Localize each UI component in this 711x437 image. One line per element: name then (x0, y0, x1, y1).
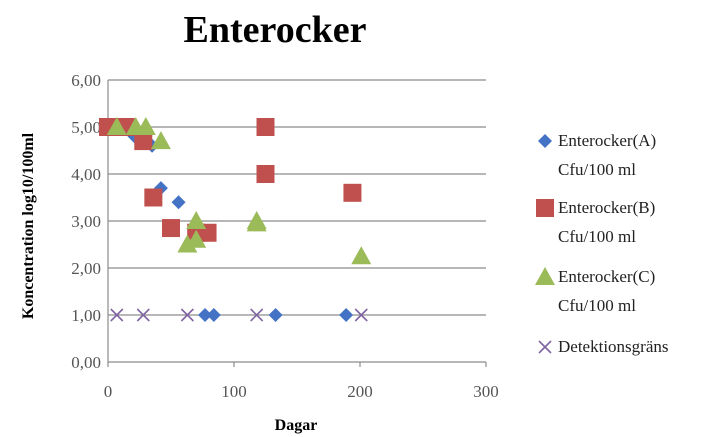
legend-label: Enterocker(B) (558, 198, 655, 217)
x-tick-label: 0 (104, 382, 113, 401)
y-tick-label: 5,00 (71, 118, 101, 137)
x-axis-label: Dagar (275, 417, 318, 434)
legend-entry: Enterocker(B) Cfu/100 ml (536, 198, 655, 246)
x-marker-stroke (250, 308, 264, 322)
y-tick-label: 4,00 (71, 165, 101, 184)
y-tick-label: 0,00 (71, 353, 101, 372)
data-point (134, 132, 153, 151)
x-tick-label: 100 (221, 382, 247, 401)
data-point (339, 308, 354, 322)
data-point (135, 117, 156, 135)
x-marker-stroke (538, 340, 552, 354)
data-point (106, 117, 127, 135)
data-point (250, 308, 264, 322)
data-points (99, 117, 372, 322)
chart-title: Enterocker (184, 9, 367, 51)
x-tick-label: 200 (347, 382, 373, 401)
y-axis-label: Koncentration log10/100ml (20, 132, 37, 319)
data-point (186, 211, 207, 229)
legend-marker (538, 134, 552, 148)
series-2 (99, 118, 362, 242)
data-point (351, 246, 372, 265)
x-marker-stroke (110, 308, 124, 322)
data-point (180, 308, 194, 322)
legend-marker (536, 199, 554, 217)
legend-label: Enterocker(C) (558, 267, 655, 286)
x-marker-stroke (180, 308, 194, 322)
x-tick-labels: 0 100 200 300 (104, 382, 499, 401)
data-point (256, 118, 275, 136)
gridlines (108, 79, 486, 316)
legend-label: Cfu/100 ml (558, 227, 636, 246)
data-point (110, 308, 124, 322)
data-point (354, 308, 368, 322)
x-marker-stroke (136, 308, 150, 322)
data-point (206, 308, 221, 322)
legend-label: Detektionsgräns (558, 337, 668, 356)
legend: Enterocker(A) Cfu/100 ml Enterocker(B) Cfu/… (535, 131, 668, 356)
data-point (150, 131, 171, 150)
data-point (186, 229, 207, 248)
data-point (162, 219, 180, 238)
data-point (256, 165, 275, 183)
series-3 (106, 117, 372, 265)
legend-entry: Detektionsgräns (538, 337, 668, 356)
legend-label: Cfu/100 ml (558, 296, 636, 315)
y-tick-label: 1,00 (71, 306, 101, 325)
data-point (136, 308, 150, 322)
data-point (268, 308, 283, 322)
legend-marker (538, 340, 552, 354)
legend-marker (535, 267, 555, 285)
y-tick-label: 6,00 (71, 71, 101, 90)
x-tick-label: 300 (473, 382, 499, 401)
data-point (246, 213, 267, 232)
x-marker-stroke (354, 308, 368, 322)
data-point (144, 188, 163, 207)
legend-entry: Enterocker(A) Cfu/100 ml (538, 131, 656, 179)
data-point (171, 195, 186, 210)
legend-entry: Enterocker(C) Cfu/100 ml (535, 267, 655, 315)
y-tick-labels: 0,00 1,00 2,00 3,00 4,00 5,00 6,00 (71, 71, 101, 372)
y-tick-label: 2,00 (71, 259, 101, 278)
legend-label: Enterocker(A) (558, 131, 656, 150)
y-tick-label: 3,00 (71, 212, 101, 231)
legend-label: Cfu/100 ml (558, 160, 636, 179)
data-point (198, 308, 213, 322)
series-4 (110, 308, 368, 322)
data-point (343, 183, 362, 202)
data-point (177, 234, 198, 253)
